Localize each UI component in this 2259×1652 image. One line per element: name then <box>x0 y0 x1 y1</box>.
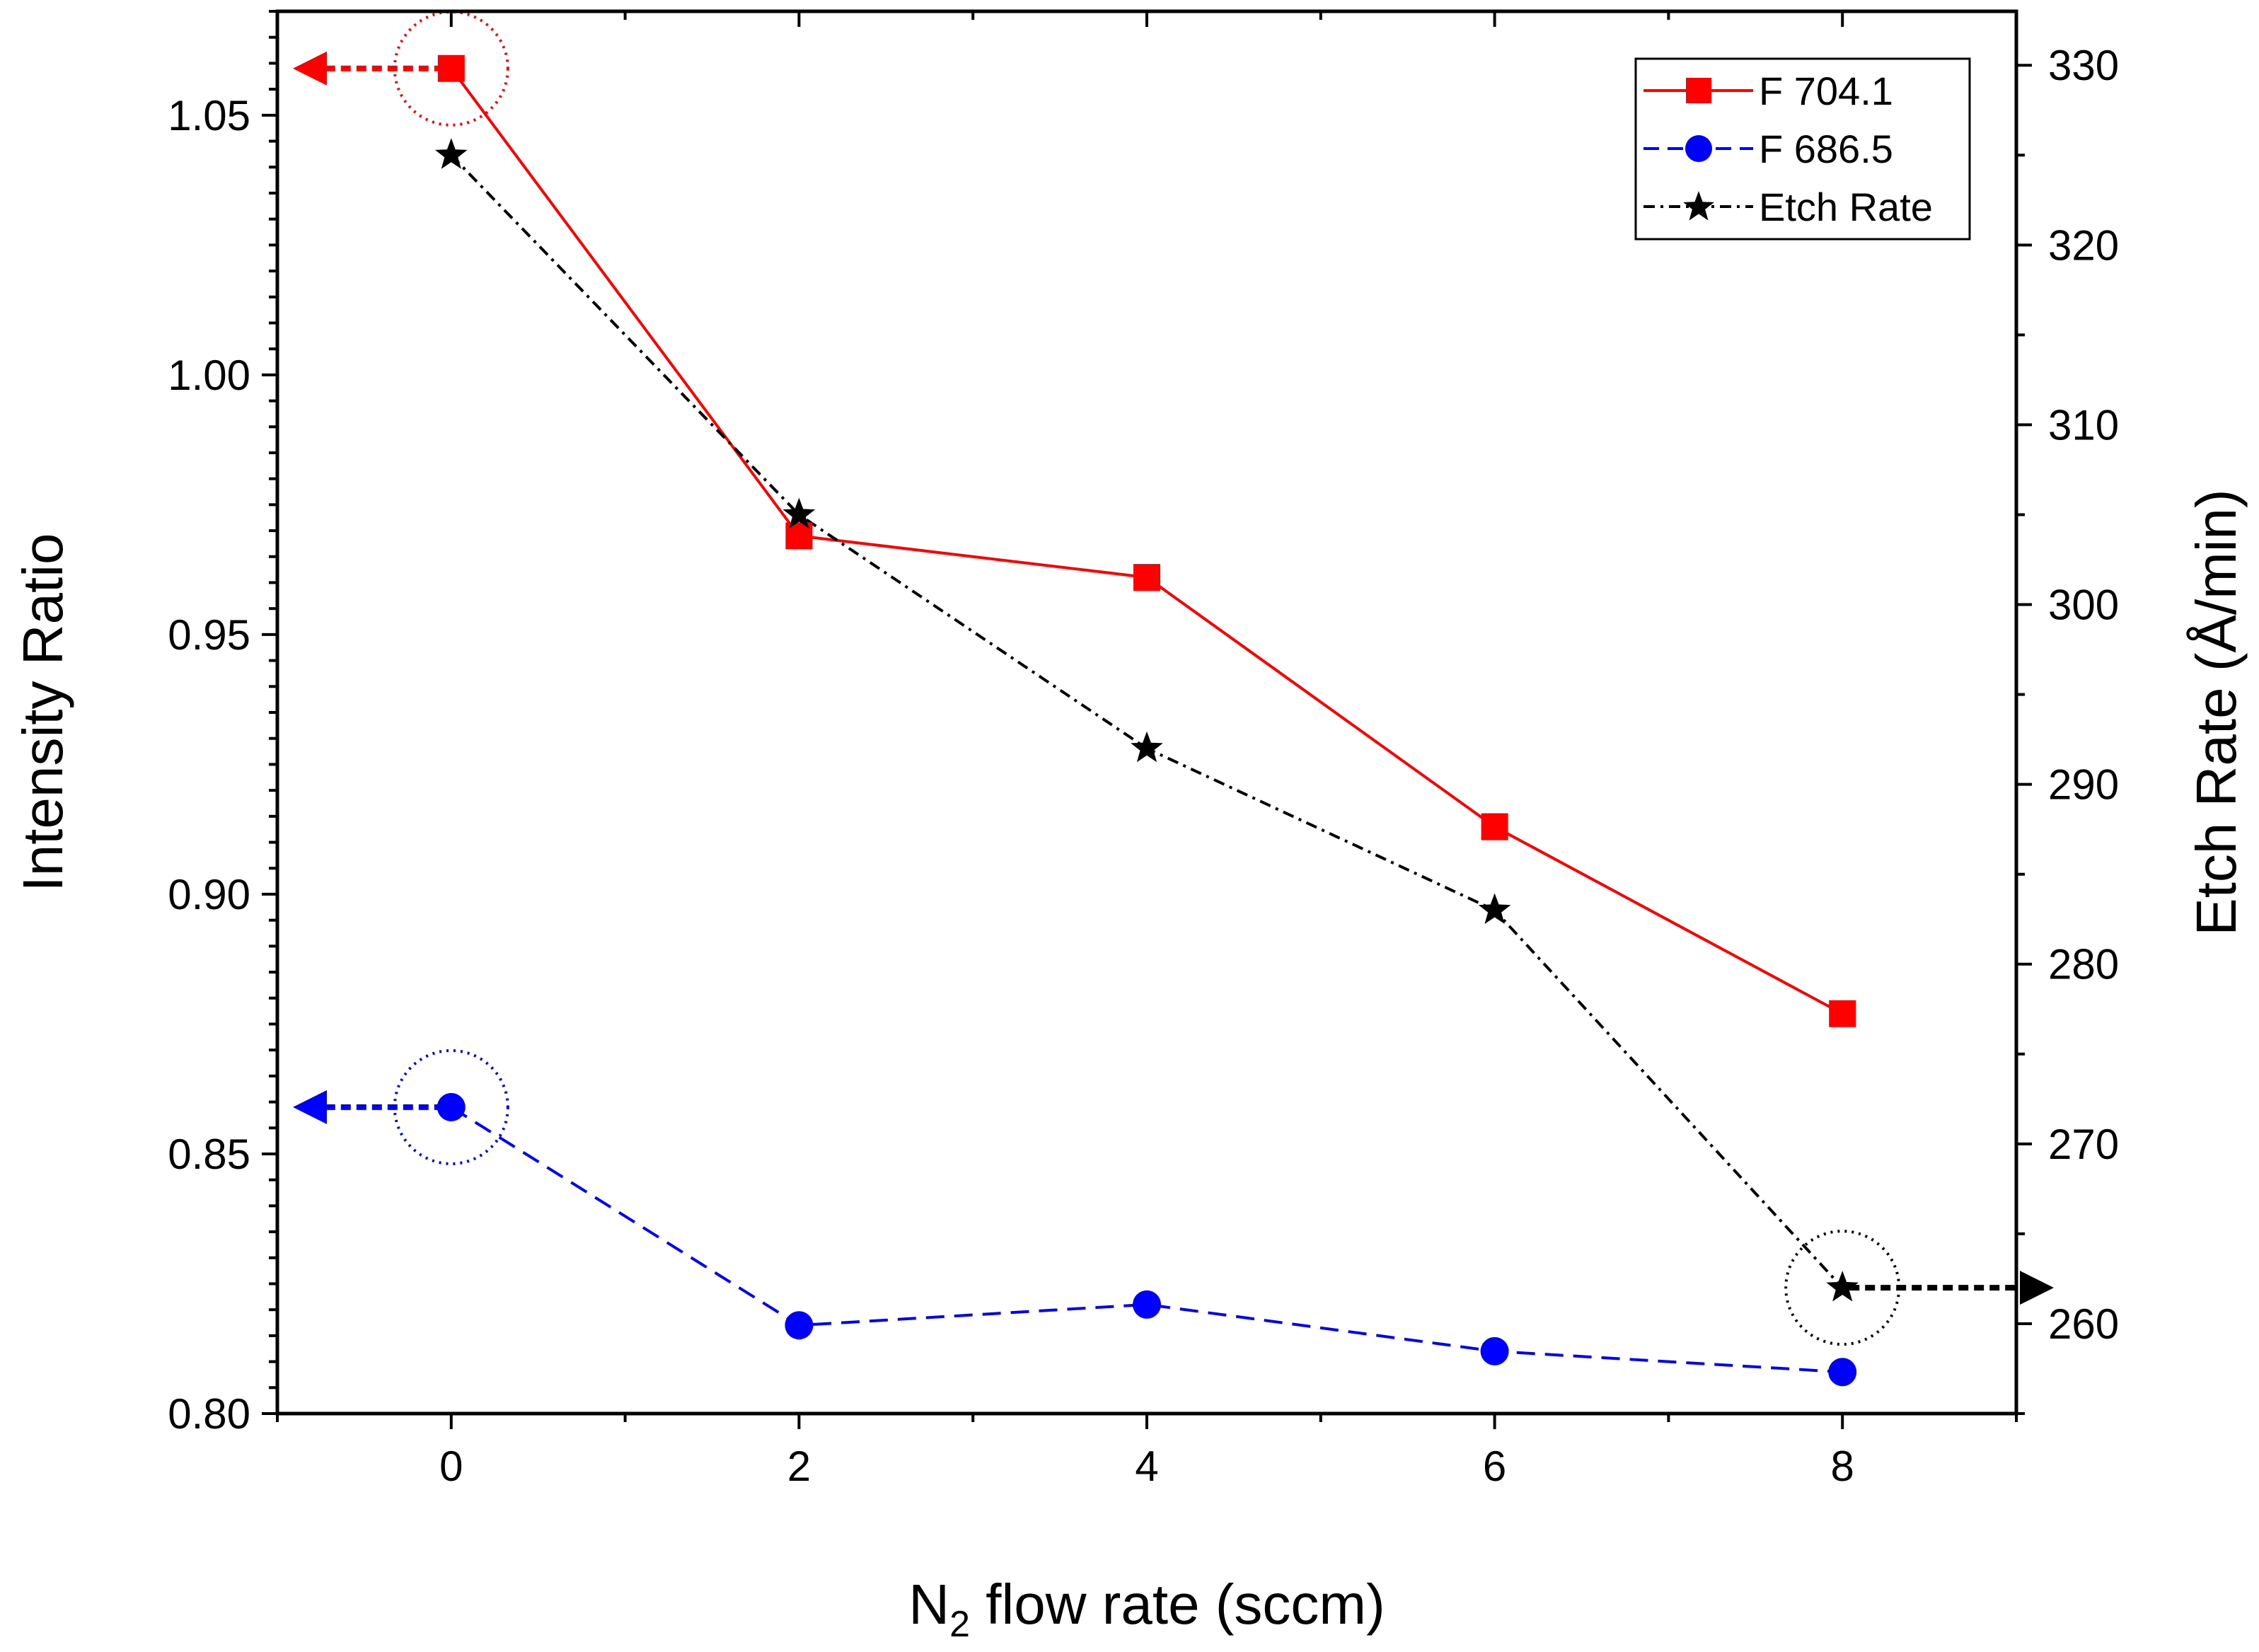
data-point-f-686-5 <box>1828 1358 1857 1387</box>
series-line-etch-rate <box>450 154 1844 1289</box>
data-point-etch-rate <box>1131 731 1163 763</box>
y-right-tick-label: 260 <box>2048 1300 2119 1348</box>
y-axis-left-title: Intensity Ratio <box>11 533 74 892</box>
y-right-tick-label: 320 <box>2048 221 2119 269</box>
y-right-tick-label: 280 <box>2048 941 2119 988</box>
y-right-tick-label: 290 <box>2048 761 2119 809</box>
x-tick-label: 4 <box>1135 1443 1158 1490</box>
data-point-f-686-5 <box>1480 1336 1509 1365</box>
series-layer <box>435 54 1859 1387</box>
x-tick-label: 0 <box>439 1443 463 1490</box>
y-left-tick-label: 1.00 <box>168 352 250 399</box>
x-tick-label: 8 <box>1831 1443 1854 1490</box>
legend: F 704.1 F 686.5 Etch Rate <box>1634 57 1971 241</box>
legend-item-f704: F 704.1 <box>1643 69 1893 113</box>
x-axis-title: N2 flow rate (sccm) <box>908 1573 1385 1645</box>
data-point-f-704-1 <box>1133 564 1160 591</box>
data-point-etch-rate <box>782 497 816 528</box>
data-point-f-686-5 <box>785 1311 814 1340</box>
x-axis-title-rest: flow rate (sccm) <box>970 1573 1385 1636</box>
y-right-tick-label: 310 <box>2048 401 2119 449</box>
x-tick-label: 6 <box>1483 1443 1506 1490</box>
legend-marker-etch-rate <box>1683 191 1714 221</box>
y-axis-right: 260 270 280 290 300 310 320 330 <box>2016 42 2119 1415</box>
legend-marker-f686 <box>1685 135 1712 162</box>
y-left-tick-label: 0.80 <box>168 1390 250 1438</box>
legend-marker-f704 <box>1686 78 1711 103</box>
data-point-f-704-1 <box>1481 813 1508 841</box>
series-line-f-704-1 <box>450 67 1844 1015</box>
legend-item-f686: F 686.5 <box>1643 127 1893 171</box>
legend-label-f704: F 704.1 <box>1759 69 1893 113</box>
y-right-tick-label: 270 <box>2048 1121 2119 1168</box>
y-right-tick-label: 300 <box>2048 582 2119 629</box>
y-left-tick-label: 0.90 <box>168 871 250 918</box>
series-line-f-686-5 <box>450 1106 1843 1374</box>
data-point-f-686-5 <box>1133 1290 1161 1319</box>
data-point-etch-rate <box>1478 893 1511 924</box>
x-axis-title-subscript: 2 <box>949 1604 970 1645</box>
y-left-tick-label: 1.05 <box>168 92 250 139</box>
legend-item-etch-rate: Etch Rate <box>1643 185 1933 229</box>
y-left-tick-label: 0.95 <box>168 611 250 659</box>
x-axis-title-main: N <box>908 1573 949 1636</box>
data-point-f-686-5 <box>437 1092 466 1121</box>
y-left-tick-label: 0.85 <box>168 1131 250 1178</box>
y-axis-right-title: Etch Rate (Å/min) <box>2185 489 2248 935</box>
y-axis-left: 0.80 0.85 0.90 0.95 1.00 1.05 <box>168 10 277 1438</box>
legend-label-etch-rate: Etch Rate <box>1759 185 1933 229</box>
data-point-etch-rate <box>435 138 468 169</box>
legend-label-f686: F 686.5 <box>1759 127 1893 171</box>
data-point-etch-rate <box>1826 1271 1859 1302</box>
y-right-tick-label: 330 <box>2048 42 2119 89</box>
data-point-f-704-1 <box>1829 1000 1856 1027</box>
x-axis: 0 2 4 6 8 <box>276 11 2018 1490</box>
x-tick-label: 2 <box>787 1443 811 1490</box>
